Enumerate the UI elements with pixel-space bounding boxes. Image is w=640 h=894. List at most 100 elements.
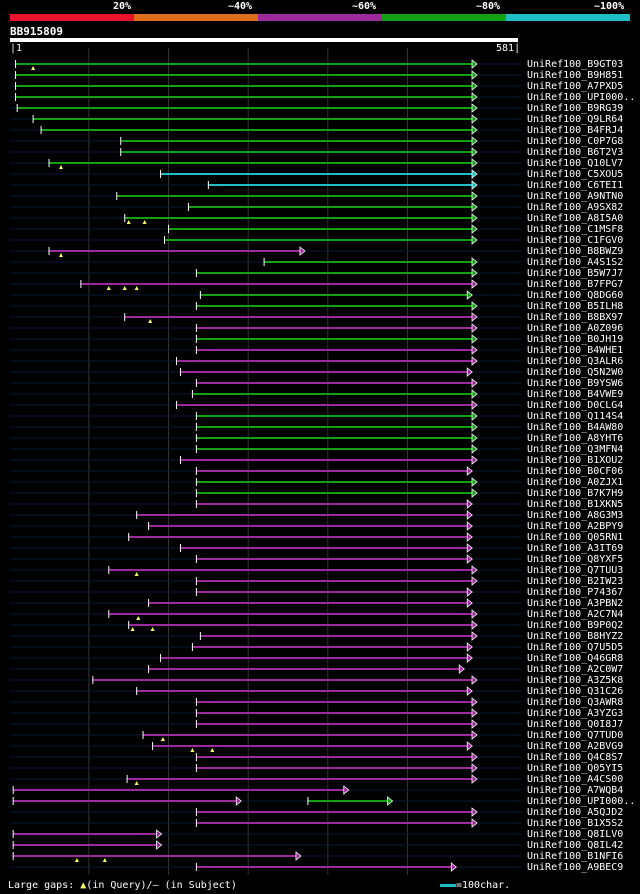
hit-end-arrow — [235, 796, 242, 806]
hit-end-arrow — [471, 59, 478, 69]
hit-end-arrow — [471, 400, 478, 410]
hit-label[interactable]: UniRef100_Q31C26 — [527, 686, 624, 697]
hit-label[interactable]: UniRef100_Q7U5D5 — [527, 642, 624, 653]
hit-label[interactable]: UniRef100_D0CLG4 — [527, 400, 624, 411]
hit-label[interactable]: UniRef100_B5ILH8 — [527, 301, 624, 312]
hit-label[interactable]: UniRef100_B4VWE9 — [527, 389, 624, 400]
hit-label[interactable]: UniRef100_Q114S4 — [527, 411, 624, 422]
hit-label[interactable]: UniRef100_B9H851 — [527, 70, 624, 81]
hit-label[interactable]: UniRef100_A2C7N4 — [527, 609, 624, 620]
hit-end-arrow — [471, 411, 478, 421]
hit-end-arrow — [471, 807, 478, 817]
hit-label[interactable]: UniRef100_P74367 — [527, 587, 624, 598]
hit-end-arrow — [466, 554, 473, 564]
hit-label[interactable]: UniRef100_Q8IL42 — [527, 840, 624, 851]
legend-label-80: ~80% — [476, 1, 501, 12]
hit-label[interactable]: UniRef100_Q05RN1 — [527, 532, 624, 543]
hit-end-arrow — [466, 532, 473, 542]
hit-end-arrow — [471, 675, 478, 685]
hit-end-arrow — [466, 521, 473, 531]
hit-label[interactable]: UniRef100_UPI000.. — [527, 796, 636, 807]
hit-label[interactable]: UniRef100_A9NTN0 — [527, 191, 624, 202]
hit-label[interactable]: UniRef100_A2BPY9 — [527, 521, 624, 532]
hit-label[interactable]: UniRef100_Q3ALR6 — [527, 356, 624, 367]
hit-end-arrow — [387, 796, 394, 806]
hit-label[interactable]: UniRef100_B4FRJ4 — [527, 125, 624, 136]
hit-label[interactable]: UniRef100_Q7TUU3 — [527, 565, 624, 576]
hit-label[interactable]: UniRef100_Q5N2W0 — [527, 367, 624, 378]
hit-label[interactable]: UniRef100_B1XOU2 — [527, 455, 624, 466]
hit-label[interactable]: UniRef100_B9GT03 — [527, 59, 624, 70]
query-gap-icon — [136, 616, 141, 620]
hit-label[interactable]: UniRef100_A7PXD5 — [527, 81, 624, 92]
hit-end-arrow — [471, 356, 478, 366]
hit-label[interactable]: UniRef100_Q8DG60 — [527, 290, 624, 301]
hit-label[interactable]: UniRef100_B4AW80 — [527, 422, 624, 433]
hit-label[interactable]: UniRef100_A9BEC9 — [527, 862, 624, 873]
hit-label[interactable]: UniRef100_A2BVG9 — [527, 741, 624, 752]
hit-label[interactable]: UniRef100_A9SX82 — [527, 202, 624, 213]
query-gap-icon — [134, 572, 139, 576]
hit-end-arrow — [471, 114, 478, 124]
hit-label[interactable]: UniRef100_A3Z5K8 — [527, 675, 624, 686]
hit-label[interactable]: UniRef100_A8YHT6 — [527, 433, 624, 444]
hit-label[interactable]: UniRef100_B5W7J7 — [527, 268, 624, 279]
hit-label[interactable]: UniRef100_Q8ILV0 — [527, 829, 624, 840]
hit-label[interactable]: UniRef100_Q10LV7 — [527, 158, 624, 169]
hit-label[interactable]: UniRef100_B8BX97 — [527, 312, 624, 323]
hit-label[interactable]: UniRef100_Q4C8S7 — [527, 752, 624, 763]
hit-label[interactable]: UniRef100_C5XOU5 — [527, 169, 624, 180]
hit-end-arrow — [471, 81, 478, 91]
hit-end-arrow — [299, 246, 306, 256]
hit-end-arrow — [471, 268, 478, 278]
query-gap-icon — [148, 319, 153, 323]
identity-legend-bar — [10, 14, 630, 21]
hit-label[interactable]: UniRef100_B8HYZ2 — [527, 631, 624, 642]
hit-label[interactable]: UniRef100_A4S1S2 — [527, 257, 624, 268]
hit-label[interactable]: UniRef100_C6TEI1 — [527, 180, 624, 191]
hit-label[interactable]: UniRef100_B9YSW6 — [527, 378, 624, 389]
hit-label[interactable]: UniRef100_B2IW23 — [527, 576, 624, 587]
hit-label[interactable]: UniRef100_Q05YI5 — [527, 763, 624, 774]
hit-label[interactable]: UniRef100_B1NFI6 — [527, 851, 624, 862]
hit-label[interactable]: UniRef100_C1FGV0 — [527, 235, 624, 246]
gaps-label: Large gaps: — [8, 880, 75, 891]
hit-label[interactable]: UniRef100_A3PBN2 — [527, 598, 624, 609]
hit-label[interactable]: UniRef100_B7K7H9 — [527, 488, 624, 499]
hit-end-arrow — [471, 697, 478, 707]
hit-label[interactable]: UniRef100_A8I5A0 — [527, 213, 624, 224]
hit-label[interactable]: UniRef100_A0ZJX1 — [527, 477, 624, 488]
hit-label[interactable]: UniRef100_UPI000.. — [527, 92, 636, 103]
hit-label[interactable]: UniRef100_B9P0Q2 — [527, 620, 624, 631]
hit-label[interactable]: UniRef100_B8BWZ9 — [527, 246, 624, 257]
hit-label[interactable]: UniRef100_Q3AWR8 — [527, 697, 624, 708]
hit-label[interactable]: UniRef100_Q0I8J7 — [527, 719, 624, 730]
hit-label[interactable]: UniRef100_B9RG39 — [527, 103, 624, 114]
hit-label[interactable]: UniRef100_B1XKN5 — [527, 499, 624, 510]
hit-label[interactable]: UniRef100_Q3MFN4 — [527, 444, 624, 455]
hit-end-arrow — [466, 741, 473, 751]
hit-label[interactable]: UniRef100_B7FPG7 — [527, 279, 624, 290]
footer-legend: Large gaps: ▲(in Query)/– (in Subject) — [8, 880, 237, 891]
hit-label[interactable]: UniRef100_Q46GR8 — [527, 653, 624, 664]
legend-seg-100 — [506, 14, 630, 21]
hit-label[interactable]: UniRef100_Q7TUD0 — [527, 730, 624, 741]
hit-label[interactable]: UniRef100_A5QJD2 — [527, 807, 624, 818]
hit-label[interactable]: UniRef100_Q8YXF5 — [527, 554, 624, 565]
hit-label[interactable]: UniRef100_A0Z096 — [527, 323, 624, 334]
hit-label[interactable]: UniRef100_B6T2V3 — [527, 147, 624, 158]
hit-label[interactable]: UniRef100_C1MSF8 — [527, 224, 624, 235]
hit-label[interactable]: UniRef100_A3YZG3 — [527, 708, 624, 719]
hit-label[interactable]: UniRef100_A8G3M3 — [527, 510, 624, 521]
hit-label[interactable]: UniRef100_A7WQB4 — [527, 785, 624, 796]
hit-label[interactable]: UniRef100_B0JH19 — [527, 334, 624, 345]
hit-label[interactable]: UniRef100_A4CS00 — [527, 774, 624, 785]
hit-label[interactable]: UniRef100_A2C0W7 — [527, 664, 624, 675]
hit-label[interactable]: UniRef100_B1X5S2 — [527, 818, 624, 829]
hit-label[interactable]: UniRef100_B4WHE1 — [527, 345, 624, 356]
hit-label[interactable]: UniRef100_C0P7G8 — [527, 136, 624, 147]
hit-label[interactable]: UniRef100_Q9LR64 — [527, 114, 624, 125]
hit-label[interactable]: UniRef100_A3IT69 — [527, 543, 624, 554]
hit-label[interactable]: UniRef100_B0CF06 — [527, 466, 624, 477]
hit-end-arrow — [471, 235, 478, 245]
